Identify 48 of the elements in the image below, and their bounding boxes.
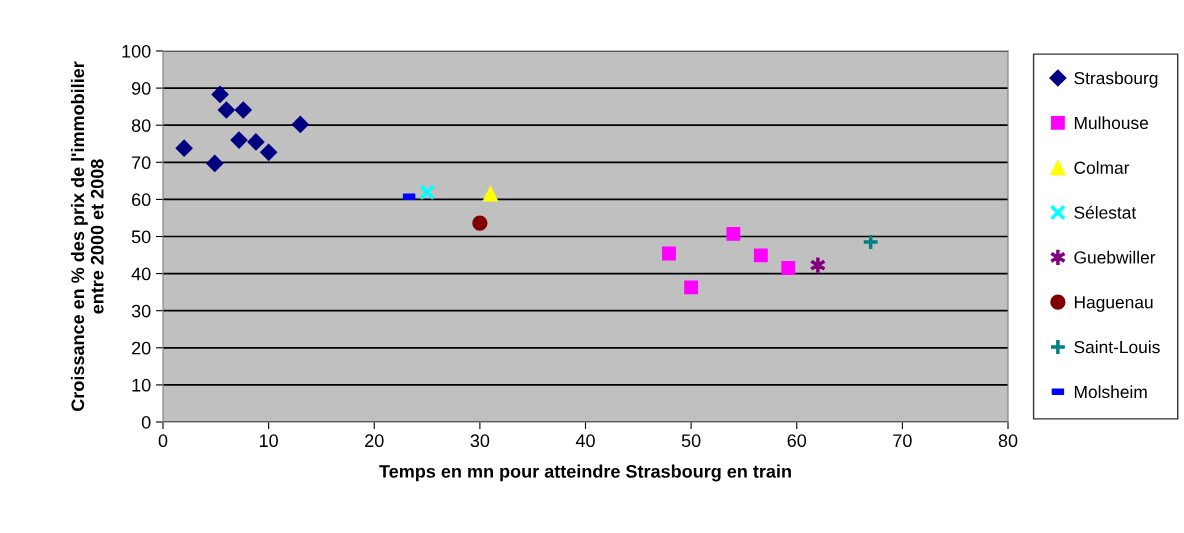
legend-label: Colmar [1074, 161, 1130, 174]
y-tick-label: 70 [132, 156, 151, 170]
y-tick-label: 90 [131, 82, 151, 95]
legend-label: Molsheim [1074, 385, 1147, 399]
y-tick-label: 80 [131, 119, 151, 132]
point [217, 101, 235, 119]
legend-label: Mulhouse [1074, 116, 1149, 130]
point [419, 184, 436, 201]
point [234, 101, 252, 119]
y-tick-label: 20 [132, 341, 151, 355]
legend-label: Guebwiller [1074, 250, 1156, 264]
y-tick-label: 10 [132, 378, 151, 392]
x-tick-label: 60 [787, 434, 807, 448]
y-axis-title: Croissance en % des prix de l'immobilier entre 2000 et 2008 [70, 61, 104, 411]
x-axis-title: Temps en mn pour atteindre Strasbourg en train [379, 464, 791, 482]
point [260, 143, 278, 161]
point [472, 215, 488, 231]
point [211, 85, 229, 103]
legend-label: Sélestat [1074, 205, 1137, 219]
x-tick-label: 40 [575, 434, 595, 448]
point [291, 115, 309, 134]
legend-label: Haguenau [1074, 296, 1153, 312]
point [781, 261, 796, 275]
point [726, 226, 741, 241]
y-tick-label: 100 [122, 44, 151, 58]
point [862, 233, 880, 251]
point [247, 133, 265, 151]
point [206, 154, 224, 172]
y-tick-label: 60 [132, 193, 151, 207]
point [230, 131, 248, 149]
point [753, 248, 768, 263]
y-tick-label: 0 [141, 415, 151, 429]
x-tick-label: 20 [365, 434, 384, 448]
x-tick-label: 10 [259, 434, 278, 448]
x-tick-label: 80 [998, 434, 1018, 448]
y-tick-label: 50 [131, 230, 151, 244]
point [661, 246, 676, 261]
y-tick-label: 30 [131, 304, 151, 318]
x-tick-label: 30 [470, 434, 490, 448]
x-tick-label: 70 [893, 434, 912, 448]
legend-label: Strasbourg [1074, 71, 1158, 88]
y-tick-label: 40 [131, 267, 151, 281]
legend-label: Saint-Louis [1074, 340, 1160, 354]
point [175, 139, 193, 157]
point [482, 186, 499, 202]
x-tick-label: 0 [158, 434, 168, 448]
x-tick-label: 50 [681, 434, 701, 448]
point [684, 280, 699, 295]
